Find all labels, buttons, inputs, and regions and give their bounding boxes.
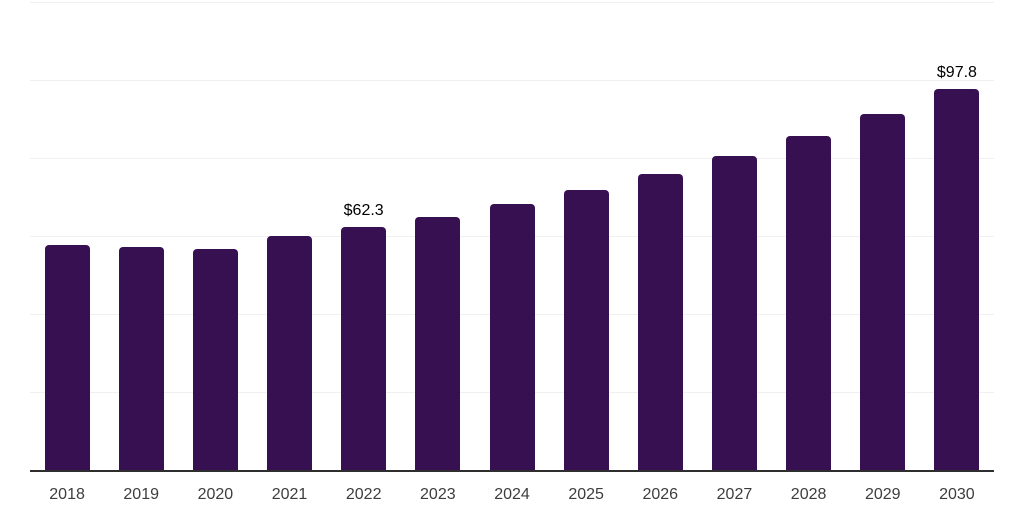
x-tick-label-2023: 2023 — [420, 486, 456, 503]
bar-2018 — [44, 244, 90, 470]
x-tick-label-2030: 2030 — [939, 486, 975, 503]
gridline-120 — [30, 2, 994, 3]
bar-2021 — [267, 236, 313, 470]
x-tick-label-2025: 2025 — [568, 486, 604, 503]
bar-2023 — [415, 216, 461, 470]
bar-2025 — [563, 189, 609, 470]
bar-2024 — [489, 203, 535, 470]
bar-2027 — [711, 156, 757, 470]
x-axis-line — [30, 470, 994, 472]
x-tick-label-2024: 2024 — [494, 486, 530, 503]
bar-2019 — [118, 246, 164, 470]
x-tick-label-2022: 2022 — [345, 486, 382, 503]
bar-2020 — [192, 248, 238, 470]
x-tick-label-2018: 2018 — [49, 486, 85, 503]
x-tick-label-2026: 2026 — [642, 486, 679, 503]
x-tick-label-2027: 2027 — [716, 486, 753, 503]
gridline-80 — [30, 158, 994, 159]
bar-2028 — [786, 135, 832, 470]
x-tick-label-2019: 2019 — [123, 486, 159, 503]
bar-2026 — [637, 174, 683, 470]
x-tick-label-2029: 2029 — [864, 486, 901, 503]
x-tick-label-2028: 2028 — [790, 486, 827, 503]
bar-value-label-2022: $62.3 — [343, 202, 384, 220]
x-tick-label-2020: 2020 — [197, 486, 234, 503]
bar-2030 — [934, 88, 980, 470]
x-tick-label-2021: 2021 — [271, 486, 308, 503]
bar-2022 — [341, 227, 387, 470]
bar-2029 — [860, 113, 906, 470]
bar-value-label-2030: $97.8 — [936, 63, 977, 81]
gridline-100 — [30, 80, 994, 81]
